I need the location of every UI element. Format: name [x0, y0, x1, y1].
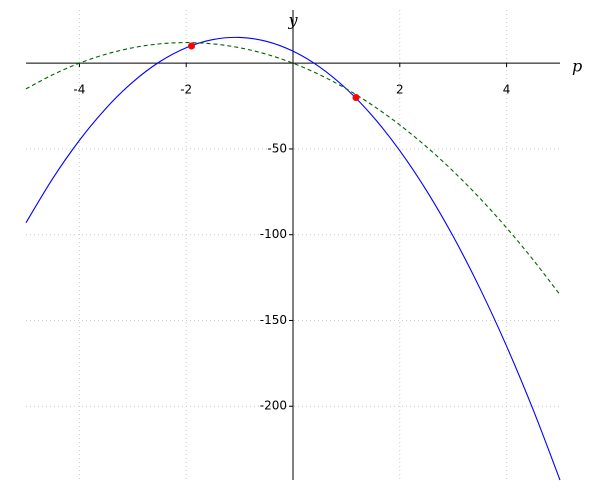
- y-tick-label: -100: [260, 227, 287, 241]
- intersection-point: [352, 93, 360, 101]
- x-tick-label: 4: [503, 83, 511, 97]
- y-tick-label: -50: [267, 141, 287, 155]
- y-tick-label: -150: [260, 313, 287, 327]
- curve: [25, 36, 561, 481]
- x-axis-label: p: [572, 57, 582, 76]
- y-tick-label: -200: [260, 399, 287, 413]
- intersection-point: [188, 42, 196, 50]
- x-tick-label: 2: [396, 83, 404, 97]
- x-tick-label: -4: [73, 83, 85, 97]
- curve: [25, 42, 561, 296]
- x-tick-label: -2: [180, 83, 192, 97]
